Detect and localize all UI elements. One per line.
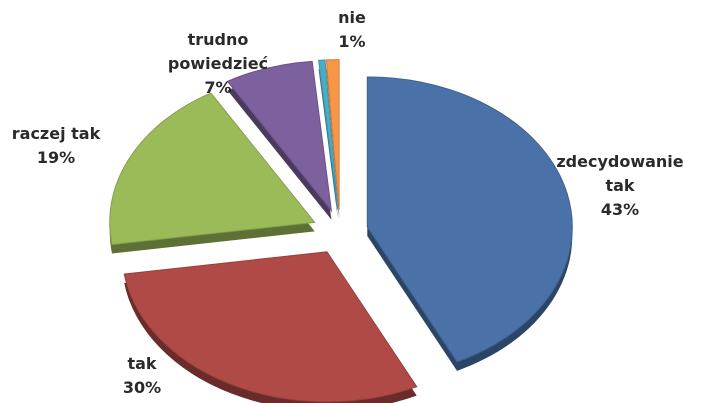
value-label: 43% (600, 200, 640, 219)
value-label: 1% (338, 32, 366, 51)
category-label: trudno powiedzieć (167, 30, 269, 73)
data-label: nie 1% (322, 6, 382, 54)
slice (318, 59, 339, 210)
category-label: zdecydowanie tak (556, 152, 684, 195)
data-label: zdecydowanie tak 43% (555, 150, 685, 222)
slice (366, 76, 573, 363)
data-label: trudno powiedzieć 7% (163, 28, 273, 100)
value-label: 19% (36, 148, 76, 167)
category-label: tak (127, 354, 157, 373)
value-label: 30% (122, 378, 162, 397)
category-label: nie (338, 8, 366, 27)
category-label: raczej tak (11, 124, 101, 143)
slice-side (318, 68, 338, 219)
data-label: raczej tak 19% (0, 122, 116, 170)
slice (226, 60, 333, 213)
slice (109, 92, 316, 246)
slice (123, 251, 418, 403)
slice (325, 59, 340, 210)
data-label: tak 30% (92, 352, 192, 400)
value-label: 7% (204, 78, 232, 97)
